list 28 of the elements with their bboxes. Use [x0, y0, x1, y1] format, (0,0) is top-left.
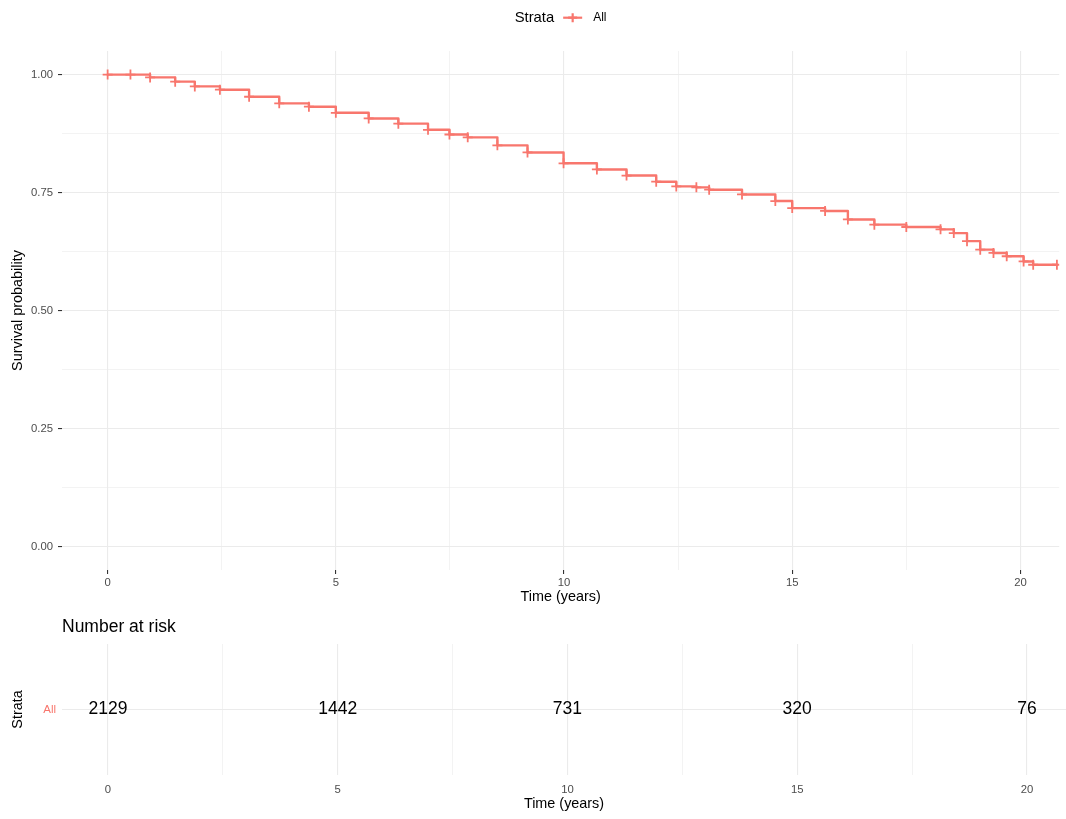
y-tick-label: 0.75	[31, 185, 53, 198]
x-tick-label: 20	[1014, 575, 1027, 588]
x-tick-label: 20	[1020, 782, 1034, 795]
x-tick-label: 10	[561, 782, 574, 795]
y-tick-label: All	[43, 702, 56, 715]
x-axis-title: Time (years)	[520, 588, 601, 605]
y-tick-label: 0.25	[31, 421, 53, 434]
y-axis-title: Strata	[8, 690, 25, 729]
data-label: 731	[552, 698, 583, 719]
data-label: 1442	[318, 698, 358, 719]
y-axis-title: Survival probability	[8, 249, 25, 371]
y-tick-label: 0.00	[31, 539, 53, 552]
x-tick-label: 0	[104, 782, 112, 795]
x-tick-label: 10	[557, 575, 571, 588]
x-tick-label: 5	[332, 575, 339, 588]
y-tick-label: 0.50	[31, 303, 53, 316]
data-label: 2129	[88, 698, 128, 719]
data-label: 76	[1017, 698, 1037, 719]
x-tick-label: 15	[785, 575, 799, 588]
data-label: 320	[782, 698, 813, 719]
chart-title: Number at risk	[62, 615, 177, 636]
x-axis-title: Time (years)	[523, 795, 605, 812]
legend-label: All	[593, 10, 607, 25]
legend-title: Strata	[514, 8, 555, 25]
x-tick-label: 5	[334, 782, 341, 795]
x-tick-label: 0	[104, 575, 111, 588]
y-tick-label: 1.00	[31, 67, 53, 80]
x-tick-label: 15	[790, 782, 804, 795]
